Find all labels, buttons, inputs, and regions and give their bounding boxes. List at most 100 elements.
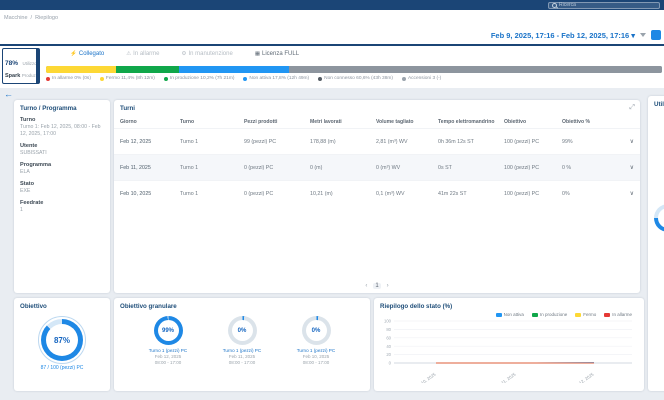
row-chevron-down-icon[interactable]: ∨ xyxy=(629,165,634,171)
table-cell: 41m 22s ST xyxy=(438,190,467,197)
search-box[interactable] xyxy=(548,1,660,9)
status-distribution-bar xyxy=(46,66,662,73)
apply-filter-button[interactable] xyxy=(651,30,661,40)
breadcrumb-parent[interactable]: Macchine xyxy=(4,15,28,21)
table-cell: 0 (pezzi) PC xyxy=(244,164,274,171)
status-legend: In allarme 0% (0s) Fermo 11,4% (8h 12m) In… xyxy=(46,76,441,81)
machine-status-strip: 78% Utilizzo Spark Produzione ⚡Collegato… xyxy=(0,46,664,88)
field-value: ELA xyxy=(20,169,30,176)
table-row[interactable]: Feb 10, 2025 Turno 1 0 (pezzi) PC 10,21 (m)… xyxy=(114,180,640,206)
legend-label: Accensioni 3 (-) xyxy=(407,76,442,81)
legend-label: Non attiva 17,8% (12h 49m) xyxy=(249,76,310,81)
status-summary-chart-card: Riepilogo dello stato (%) Non attiva In p… xyxy=(374,298,644,391)
chart-legend-item-non-attiva: Non attiva xyxy=(495,312,524,317)
table-header-row: Giorno Turno Pezzi prodotti Metri lavorati V… xyxy=(114,115,640,128)
toolbar-status-label: In manutenzione xyxy=(188,51,233,57)
x-axis-tick-label: Feb 11, 2025 xyxy=(493,371,517,383)
objective-percent: 87% xyxy=(53,335,70,345)
chart-legend-item-in-produzione: In produzione xyxy=(531,312,568,317)
breadcrumb-current: Riepilogo xyxy=(35,15,59,21)
pagination: ‹ 1 › xyxy=(114,283,640,289)
column-header-turno: Turno xyxy=(180,118,195,125)
column-header-giorno: Giorno xyxy=(120,118,137,125)
legend-dot-icon xyxy=(46,76,50,81)
granular-date: Feb 11, 2025 xyxy=(228,354,256,359)
machine-utilization-label: Utilizzo xyxy=(22,61,37,66)
donut-hole: 0% xyxy=(305,320,327,341)
legend-dot-icon xyxy=(99,76,104,81)
license-icon: ▦ xyxy=(254,51,261,57)
donut-hole xyxy=(658,208,664,228)
x-axis-tick-label: Feb 10, 2025 xyxy=(413,371,437,383)
status-line-chart: 100 80 60 40 20 0 Feb 10, 2025 Feb 11, 2025 Feb … xyxy=(384,319,632,383)
column-header-tempo-elettromandrino: Tempo elettromandrino xyxy=(438,118,495,125)
main-content: ← Turno / Programma Turno Turno 1: Feb 12… xyxy=(0,88,664,400)
granular-objective-card: Obiettivo granulare 99% Turno 1 (pezzi) P… xyxy=(114,298,370,391)
date-toolbar: Feb 9, 2025, 17:16 - Feb 12, 2025, 17:16… xyxy=(0,26,664,44)
granular-time-range: 08:00 - 17:00 xyxy=(228,360,256,365)
donut-hole: 0% xyxy=(231,320,253,341)
granular-shift-link[interactable]: Turno 1 (pezzi) PC xyxy=(296,348,336,353)
search-input[interactable] xyxy=(559,2,656,8)
chart-legend-label: Fermo xyxy=(583,312,597,317)
status-legend-item: Accensioni 3 (-) xyxy=(401,76,442,81)
granular-objective-item: 99% Turno 1 (pezzi) PC Feb 12, 2025 08:00 -… xyxy=(138,316,198,365)
table-cell: 0 % xyxy=(562,164,572,171)
column-header-obiettivo: Obiettivo xyxy=(504,118,527,125)
legend-dot-icon xyxy=(318,76,323,81)
page-number[interactable]: 1 xyxy=(373,283,381,289)
shift-field-stato: Stato EXE xyxy=(14,181,110,195)
table-body: Feb 12, 2025 Turno 1 99 (pezzi) PC 178,88 (… xyxy=(114,128,640,206)
expand-icon[interactable]: ⤢ xyxy=(629,104,635,111)
turni-table-card: Turni ⤢ Giorno Turno Pezzi prodotti Metri l… xyxy=(114,100,640,293)
y-axis-tick-label: 20 xyxy=(386,352,391,357)
legend-label: Fermo 11,4% (8h 12m) xyxy=(105,76,155,81)
granular-donut-chart: 0% xyxy=(301,316,331,345)
granular-shift-link[interactable]: Turno 1 (pezzi) PC xyxy=(148,348,188,353)
legend-swatch-icon xyxy=(495,312,502,317)
row-chevron-down-icon[interactable]: ∨ xyxy=(629,191,634,197)
status-segment-non-connesso xyxy=(288,66,662,73)
search-icon xyxy=(552,2,557,8)
table-row[interactable]: Feb 12, 2025 Turno 1 99 (pezzi) PC 178,88 (… xyxy=(114,128,640,154)
objective-caption: 87 / 100 (pezzi) PC xyxy=(40,365,84,371)
page-next-button[interactable]: › xyxy=(386,283,389,289)
filter-icon[interactable] xyxy=(640,33,646,37)
status-legend-item: In produzione 10,2% (7h 21m) xyxy=(163,76,234,81)
shift-field-utente: Utente SUBISSATI xyxy=(14,143,110,157)
chart-legend-item-fermo: Fermo xyxy=(575,312,596,317)
donut-hole: 99% xyxy=(157,320,179,341)
toolbar-status-label: In allarme xyxy=(133,51,160,57)
table-title: Turni xyxy=(120,105,136,112)
chart-title: Riepilogo dello stato (%) xyxy=(380,303,453,310)
selected-machine-card[interactable]: 78% Utilizzo Spark Produzione xyxy=(2,48,40,84)
page-prev-button[interactable]: ‹ xyxy=(365,283,368,289)
machine-status-toolbar: ⚡ Collegato ⚠ In allarme ⚙ In manutenzione ▦ Li… xyxy=(70,51,299,57)
status-legend-item: Non attiva 17,8% (12h 49m) xyxy=(243,76,309,81)
granular-percent: 0% xyxy=(237,327,247,334)
column-header-obiettivo-: Obiettivo % xyxy=(562,118,591,125)
alarm-icon: ⚠ xyxy=(126,51,132,57)
gear-icon: ⚙ xyxy=(181,51,187,57)
back-icon[interactable]: ← xyxy=(4,89,13,99)
toolbar-status-label: Licenza FULL xyxy=(262,51,300,57)
table-cell: Turno 1 xyxy=(180,190,199,197)
row-chevron-down-icon[interactable]: ∨ xyxy=(629,139,634,145)
chart-legend-item-in-allarme: In allarme xyxy=(604,312,632,317)
y-axis-tick-label: 100 xyxy=(384,319,392,324)
table-cell: Feb 12, 2025 xyxy=(120,138,152,145)
chart-legend-label: In produzione xyxy=(539,312,568,317)
table-cell: 0h 36m 12s ST xyxy=(438,138,474,145)
table-row[interactable]: Feb 11, 2025 Turno 1 0 (pezzi) PC 0 (m) 0 (m… xyxy=(114,154,640,180)
granular-shift-link[interactable]: Turno 1 (pezzi) PC xyxy=(222,348,262,353)
donut-hole: 87% xyxy=(46,324,78,356)
shift-program-card: Turno / Programma Turno Turno 1: Feb 12, … xyxy=(14,100,110,293)
granular-donut-chart: 0% xyxy=(227,316,257,345)
breadcrumb-separator: / xyxy=(30,15,33,21)
table-cell: Feb 10, 2025 xyxy=(120,190,152,197)
objective-card: Obiettivo 87% 87 / 100 (pezzi) PC xyxy=(14,298,110,391)
granular-percent: 99% xyxy=(161,327,174,334)
date-range-picker[interactable]: Feb 9, 2025, 17:16 - Feb 12, 2025, 17:16… xyxy=(491,31,635,40)
objective-card-title: Obiettivo xyxy=(20,303,47,310)
legend-swatch-icon xyxy=(575,312,582,317)
